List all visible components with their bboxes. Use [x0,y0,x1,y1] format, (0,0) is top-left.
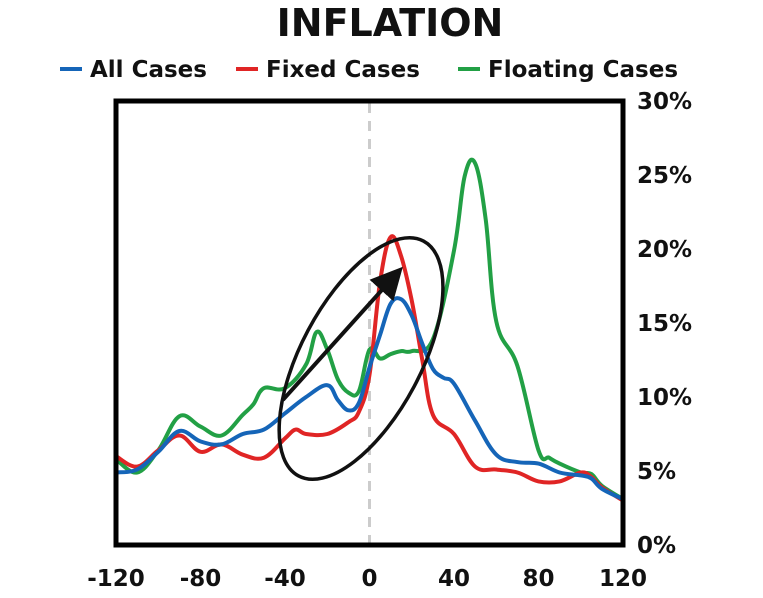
x-tick-label: -120 [87,566,145,592]
annotation-ellipse [277,236,445,482]
legend-item-floating-cases: Floating Cases [458,57,678,83]
x-tick-label: 40 [438,566,470,592]
y-tick-label: 10% [637,385,692,411]
x-axis-ticks: -120 -80 -40 0 40 80 120 [87,566,647,592]
annotation-arrow [281,266,403,402]
legend-item-fixed-cases: Fixed Cases [236,57,420,83]
legend-item-all-cases: All Cases [60,57,207,83]
y-tick-label: 30% [637,89,692,115]
x-tick-label: -80 [180,566,222,592]
y-tick-label: 25% [637,163,692,189]
series-line-floating-cases [114,157,625,502]
plot-area [113,98,626,548]
y-tick-label: 15% [637,311,692,337]
plot-frame [113,98,626,548]
x-tick-label: -40 [264,566,306,592]
legend-label: Fixed Cases [266,57,420,83]
y-axis-ticks: 0% 5% 10% 15% 20% 25% 30% [637,89,692,559]
annotation-layer [277,236,445,482]
y-tick-label: 0% [637,533,676,559]
y-tick-label: 5% [637,459,676,485]
legend: All Cases Fixed Cases Floating Cases [60,57,678,83]
legend-label: All Cases [90,57,207,83]
x-tick-label: 120 [599,566,647,592]
x-tick-label: 0 [361,566,377,592]
x-tick-label: 80 [522,566,554,592]
legend-label: Floating Cases [488,57,678,83]
series-line-all-cases [114,296,625,502]
chart-title: INFLATION [277,1,504,45]
y-tick-label: 20% [637,237,692,263]
